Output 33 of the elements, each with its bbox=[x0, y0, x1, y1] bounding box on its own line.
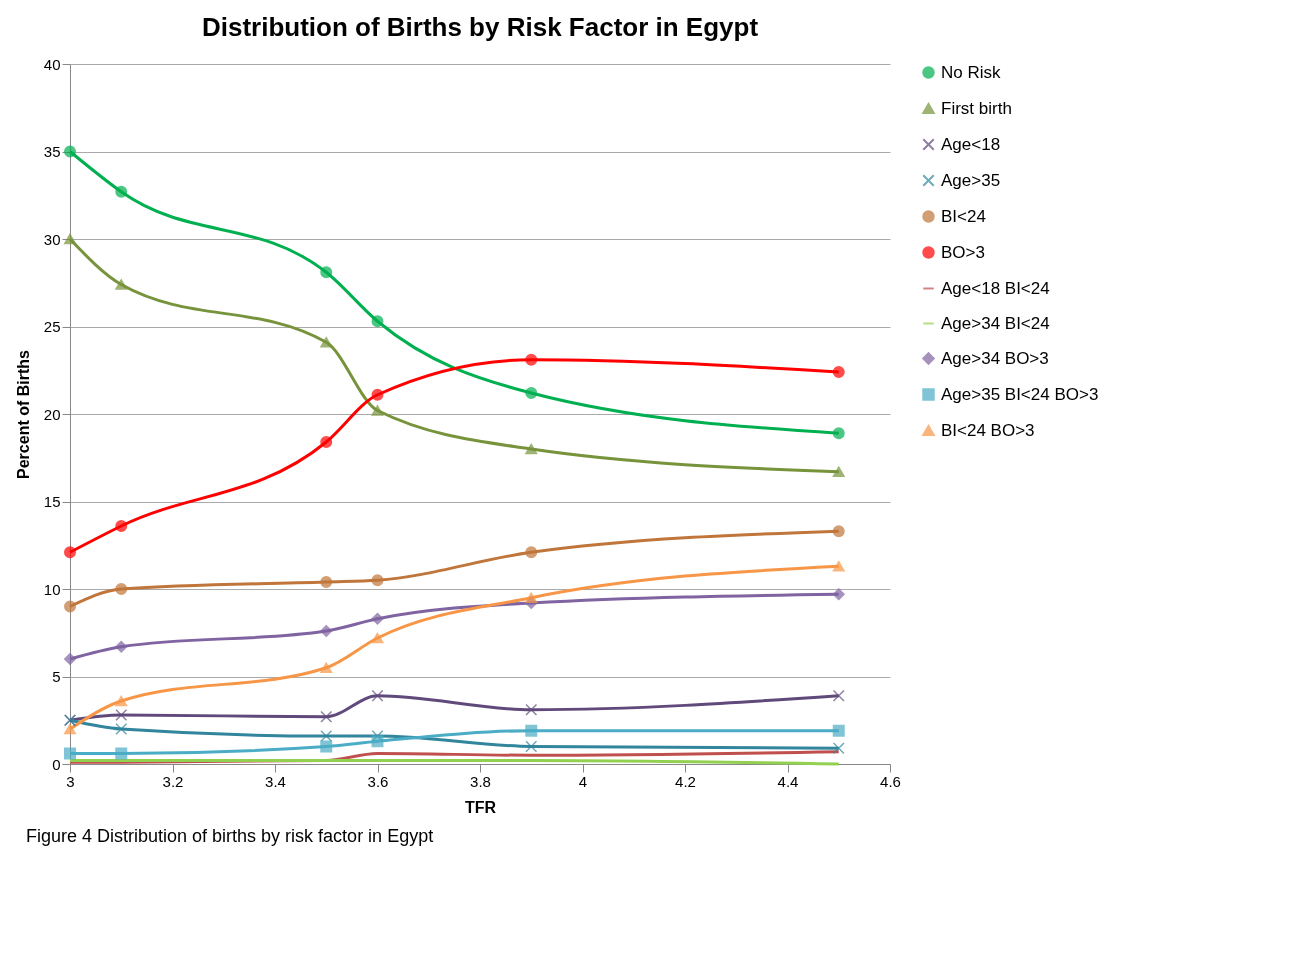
legend-label: Age>34 BI<24 bbox=[941, 313, 1050, 333]
y-tick-label: 10 bbox=[43, 580, 61, 598]
legend-label: Age>34 BO>3 bbox=[941, 348, 1049, 368]
x-tick-label: 3.2 bbox=[162, 772, 184, 790]
legend-label: Age<18 BI<24 bbox=[941, 278, 1050, 298]
x-axis-title: TFR bbox=[464, 798, 497, 816]
y-tick-label: 20 bbox=[43, 405, 61, 423]
x-tick-label: 3.8 bbox=[470, 772, 491, 790]
x-tick-label: 4.4 bbox=[777, 772, 799, 790]
y-tick-label: 30 bbox=[43, 230, 61, 248]
y-tick-label: 35 bbox=[43, 143, 61, 160]
y-tick-label: 0 bbox=[52, 755, 61, 773]
legend-label: BI<24 BO>3 bbox=[941, 420, 1035, 440]
x-tick-label: 3 bbox=[66, 772, 75, 790]
chart-title: Distribution of Births by Risk Factor in Egypt bbox=[201, 12, 759, 42]
caption: Figure 4 Distribution of births by risk factor in Egypt bbox=[26, 826, 435, 847]
legend-label: First birth bbox=[941, 98, 1012, 118]
x-tick-label: 4 bbox=[578, 772, 588, 790]
legend-label: No Risk bbox=[941, 62, 1002, 82]
y-tick-label: 15 bbox=[43, 493, 61, 510]
x-tick-label: 4.2 bbox=[675, 772, 696, 790]
x-tick-label: 4.6 bbox=[880, 772, 901, 790]
x-tick-label: 3.4 bbox=[265, 772, 286, 790]
legend-label: Age<18 bbox=[941, 134, 1001, 154]
x-tick-label: 3.6 bbox=[367, 772, 389, 790]
y-axis-title: Percent of Births bbox=[14, 349, 32, 479]
y-tick-label: 5 bbox=[52, 668, 61, 685]
legend-label: BO>3 bbox=[941, 242, 985, 262]
y-tick-label: 40 bbox=[43, 55, 61, 73]
legend-label: Age>35 BI<24 BO>3 bbox=[941, 384, 1099, 404]
legend-label: BI<24 bbox=[941, 206, 986, 226]
y-tick-label: 25 bbox=[43, 318, 61, 335]
legend-label: Age>35 bbox=[941, 170, 1001, 190]
